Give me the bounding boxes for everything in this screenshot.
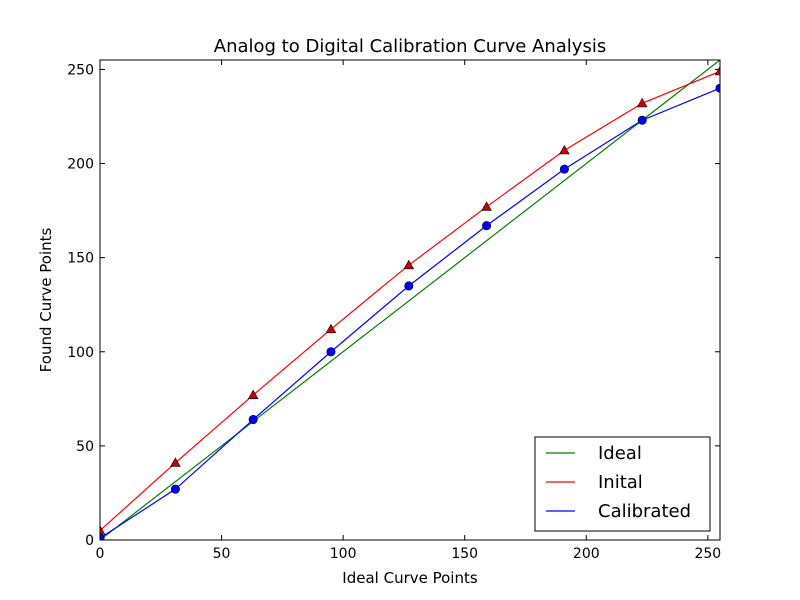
point-calibrated-6 bbox=[559, 164, 569, 174]
legend-label-inital: Inital bbox=[598, 472, 643, 493]
x-tick-label-150: 150 bbox=[451, 546, 478, 562]
point-calibrated-2 bbox=[248, 415, 258, 425]
point-calibrated-4 bbox=[404, 281, 414, 291]
x-tick-label-50: 50 bbox=[213, 546, 231, 562]
point-inital-2 bbox=[247, 389, 259, 399]
point-inital-5 bbox=[481, 201, 492, 211]
series-ideal bbox=[100, 60, 720, 540]
y-tick-label-150: 150 bbox=[67, 251, 94, 267]
x-tick-label-0: 0 bbox=[96, 546, 105, 562]
legend: Ideal Inital Calibrated bbox=[534, 436, 711, 532]
point-calibrated-7 bbox=[637, 115, 647, 125]
point-calibrated-1 bbox=[170, 484, 180, 494]
x-tick-label-250: 250 bbox=[694, 546, 721, 562]
legend-label-calibrated: Calibrated bbox=[598, 501, 691, 522]
series-inital bbox=[100, 65, 720, 535]
y-tick-label-100: 100 bbox=[67, 345, 94, 361]
y-tick-label-250: 250 bbox=[67, 62, 94, 78]
y-axis-label: Found Curve Points bbox=[37, 227, 55, 372]
point-inital-0 bbox=[100, 525, 106, 535]
y-tick-label-50: 50 bbox=[76, 439, 94, 455]
point-inital-3 bbox=[325, 323, 337, 334]
x-tick-label-100: 100 bbox=[330, 546, 357, 562]
legend-label-ideal: Ideal bbox=[598, 443, 642, 464]
x-tick-label-200: 200 bbox=[573, 546, 600, 562]
point-inital-7 bbox=[636, 97, 648, 108]
y-tick-label-0: 0 bbox=[85, 533, 94, 549]
y-tick-label-200: 200 bbox=[67, 157, 94, 173]
x-axis-label: Ideal Curve Points bbox=[342, 569, 478, 587]
point-inital-8 bbox=[714, 65, 720, 76]
chart-title: Analog to Digital Calibration Curve Anal… bbox=[214, 36, 606, 57]
point-calibrated-3 bbox=[326, 347, 336, 357]
series-calibrated bbox=[100, 83, 720, 540]
point-inital-1 bbox=[170, 457, 181, 467]
axes-frame bbox=[99, 59, 721, 541]
point-inital-4 bbox=[403, 259, 415, 270]
plot-area: 0 50 100 150 200 250 0 50 100 150 200 250 bbox=[67, 59, 721, 562]
point-inital-6 bbox=[559, 144, 570, 155]
point-calibrated-5 bbox=[482, 221, 492, 231]
series-line-ideal bbox=[100, 60, 720, 540]
